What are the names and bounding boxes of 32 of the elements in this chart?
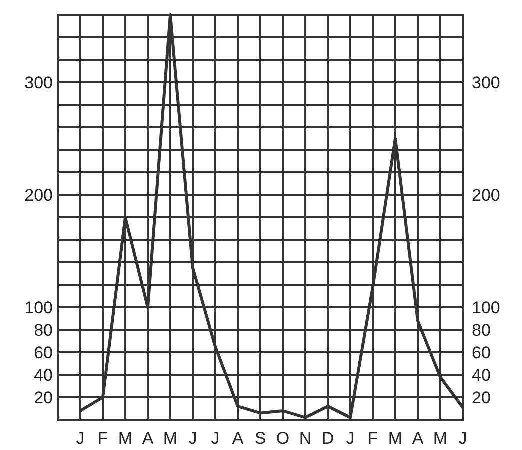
y-tick-label: 80 [34, 320, 53, 340]
y2-tick-label: 200 [472, 186, 500, 205]
x-tick-label: S [254, 429, 266, 448]
x-tick-label: M [433, 429, 448, 448]
x-tick-label: J [211, 429, 220, 448]
x-tick-label: J [458, 429, 468, 448]
x-tick-label: O [276, 429, 290, 448]
x-tick-label: M [163, 429, 178, 448]
x-tick-label: F [98, 429, 108, 448]
y-tick-label: 200 [24, 186, 53, 205]
y-tick-label: 40 [34, 366, 53, 385]
y2-tick-label: 40 [472, 366, 491, 385]
x-tick-label: M [388, 429, 403, 448]
x-tick-label: F [368, 429, 378, 448]
y-tick-label: 100 [24, 298, 53, 318]
x-tick-label: M [118, 429, 133, 448]
x-tick-label: J [188, 429, 198, 448]
y2-tick-label: 20 [472, 388, 491, 408]
y2-tick-label: 80 [472, 320, 491, 340]
x-tick-label: D [322, 429, 334, 448]
y2-tick-label: 300 [472, 73, 500, 92]
x-tick-label: A [142, 429, 154, 448]
y2-tick-label: 100 [472, 298, 500, 318]
y-tick-label: 60 [34, 343, 53, 362]
x-tick-label: A [412, 429, 424, 448]
x-tick-label: J [346, 429, 355, 448]
x-tick-label: J [76, 429, 85, 448]
y-tick-label: 20 [34, 388, 53, 408]
y2-tick-label: 60 [472, 343, 491, 362]
y-tick-label: 300 [24, 73, 53, 92]
x-tick-label: A [232, 429, 244, 448]
x-tick-label: N [299, 429, 312, 448]
